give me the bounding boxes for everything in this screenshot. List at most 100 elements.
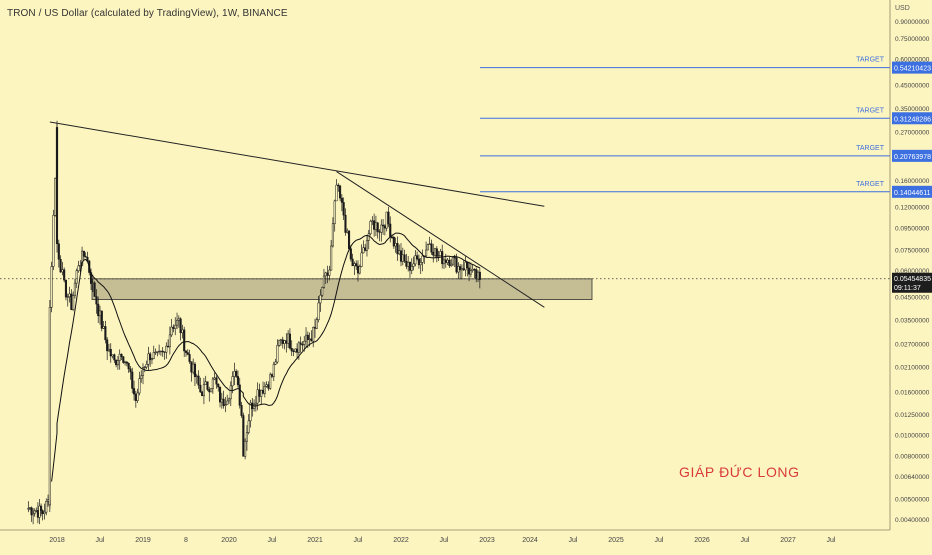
candle: [403, 249, 406, 263]
candle-body: [453, 257, 456, 259]
candle-body: [322, 275, 326, 288]
candle: [301, 341, 304, 351]
candle-body: [195, 375, 198, 378]
candle-body: [478, 271, 481, 280]
candle-body: [256, 389, 259, 404]
candle: [206, 381, 209, 392]
y-tick-label: 0.09500000: [895, 226, 930, 233]
target-price-badge: [892, 185, 932, 198]
support-zone: [91, 278, 593, 300]
candle-body: [455, 257, 458, 273]
candle-body: [382, 224, 385, 227]
candle-body: [147, 353, 150, 365]
candle-body: [340, 197, 343, 203]
y-tick-label: 0.02100000: [895, 365, 930, 372]
candle: [218, 386, 222, 408]
candle: [118, 349, 121, 370]
candle: [32, 508, 35, 525]
candle-body: [373, 220, 376, 230]
candle: [77, 260, 80, 273]
candle-body: [459, 266, 462, 271]
candle: [321, 286, 324, 298]
candle-body: [385, 211, 388, 229]
candle: [451, 257, 455, 267]
candle-body: [473, 268, 476, 271]
candle-body: [469, 270, 472, 275]
y-tick-label: 0.07500000: [895, 247, 930, 254]
candle: [93, 281, 96, 297]
candle-body: [339, 185, 342, 199]
candle-body: [174, 324, 177, 329]
candle-body: [331, 223, 334, 247]
candle-body: [140, 375, 143, 379]
candle: [109, 343, 112, 363]
candle-body: [330, 245, 333, 271]
candle-body: [143, 366, 146, 369]
candle: [278, 339, 281, 347]
candle-body: [33, 510, 36, 514]
candle: [125, 361, 128, 367]
candle-body: [446, 259, 449, 263]
candle: [104, 320, 107, 344]
candle-body: [55, 127, 59, 244]
candle-body: [267, 384, 270, 389]
candle-body: [419, 262, 422, 266]
candle-body: [281, 339, 284, 344]
candle: [335, 179, 338, 202]
candle-body: [403, 254, 406, 262]
candle: [136, 388, 139, 403]
candle-body: [167, 345, 170, 348]
candle-body: [240, 405, 243, 416]
candle: [437, 250, 440, 262]
currency-label: USD: [895, 5, 910, 12]
candle-body: [199, 384, 202, 393]
candle: [376, 221, 379, 239]
candle-body: [244, 440, 247, 457]
y-tick-label: 0.35000000: [895, 106, 930, 113]
candle: [360, 244, 363, 268]
candle: [215, 375, 218, 389]
candle: [122, 355, 125, 364]
candle-body: [288, 333, 291, 349]
candle-body: [102, 326, 105, 329]
candle: [222, 390, 225, 409]
candle-body: [476, 271, 480, 280]
candle-body: [328, 269, 331, 276]
candle-body: [40, 505, 43, 511]
candle: [299, 336, 302, 353]
candle: [448, 256, 451, 269]
candle: [170, 318, 173, 338]
candle-body: [93, 282, 96, 297]
candle-body: [43, 511, 46, 514]
candle-body: [107, 348, 111, 352]
candle: [247, 414, 250, 435]
candle-body: [193, 363, 197, 378]
candle: [54, 177, 57, 217]
candle-body: [127, 363, 130, 370]
candle-body: [242, 425, 245, 457]
candle: [179, 317, 182, 341]
candle: [276, 339, 279, 364]
candle-body: [414, 255, 417, 265]
candle: [319, 289, 322, 312]
candle-body: [464, 261, 467, 271]
candle-body: [188, 354, 191, 362]
x-tick-label: 2018: [49, 537, 65, 544]
candle: [73, 278, 76, 299]
candle: [227, 397, 231, 405]
y-tick-label: 0.03500000: [895, 318, 930, 325]
candle-body: [106, 339, 109, 352]
candle-body: [407, 262, 410, 267]
target-price-badge: [892, 61, 932, 74]
candle-body: [326, 272, 329, 276]
candle-body: [353, 263, 356, 267]
x-tick-label: Jul: [96, 537, 105, 544]
candle-body: [428, 243, 431, 246]
target-3: TARGET 0.20763978: [480, 145, 932, 162]
candle: [143, 366, 146, 373]
candle: [33, 508, 36, 517]
candle-body: [204, 381, 207, 385]
target-label: TARGET: [856, 107, 885, 114]
